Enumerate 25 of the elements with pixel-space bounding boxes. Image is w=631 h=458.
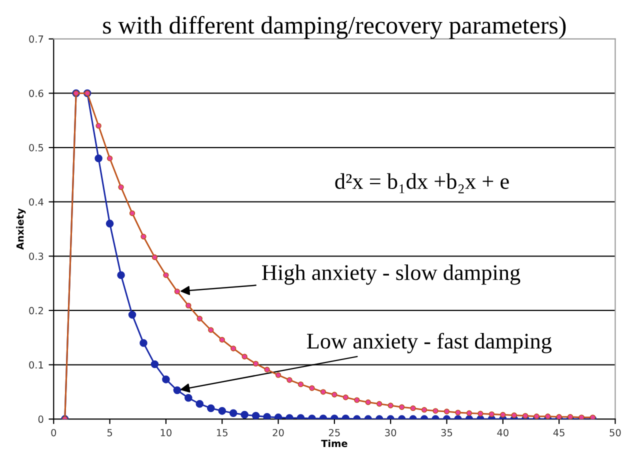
x-tick-label: 15 — [216, 429, 228, 436]
x-tick-label: 25 — [328, 428, 340, 436]
x-tick-label: 30 — [385, 428, 396, 436]
x-tick-label: 5 — [107, 429, 112, 436]
x-tick-label: 10 — [160, 428, 172, 436]
x-tick-label: 45 — [553, 429, 564, 436]
x-tick-label: 50 — [610, 428, 621, 436]
y-tick-label: 0.2 — [29, 306, 43, 314]
annotation: d²x = b₁dx +b₂x + e — [335, 173, 509, 194]
x-tick-label: 20 — [272, 428, 284, 436]
y-tick-label: 0.1 — [29, 361, 44, 369]
annotation: Low anxiety - fast damping — [306, 332, 552, 354]
x-axis-title: Time — [321, 440, 348, 448]
y-tick-label: 0.5 — [29, 144, 44, 152]
y-tick-label: 0.4 — [29, 198, 44, 206]
y-tick-label: 0 — [38, 416, 44, 423]
x-tick-label: 35 — [441, 428, 452, 436]
x-tick-label: 40 — [497, 428, 508, 436]
y-axis-title: Anxiety — [16, 208, 26, 250]
y-tick-label: 0.7 — [29, 35, 44, 43]
y-tick-label: 0.3 — [29, 252, 44, 260]
annotation: High anxiety - slow damping — [262, 264, 520, 285]
x-tick-label: 0 — [51, 428, 56, 436]
y-tick-label: 0.6 — [29, 90, 44, 98]
chart-title: s with different damping/recovery parameters) — [103, 16, 566, 39]
